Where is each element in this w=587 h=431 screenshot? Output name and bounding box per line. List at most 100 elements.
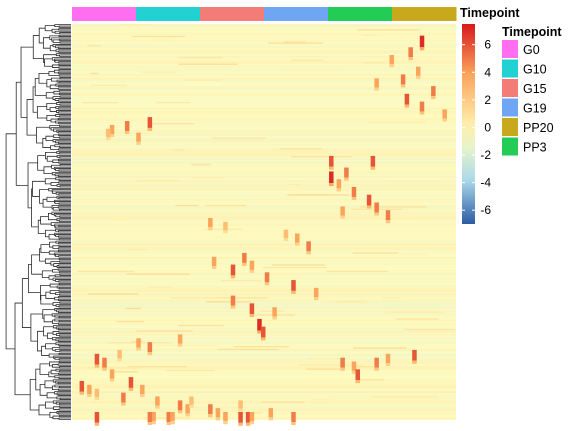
timepoint-legend-swatch-pp20 [502,118,518,136]
heatmap-row [72,311,456,314]
heatmap-row [72,218,456,220]
heatmap-row [72,322,456,324]
dendrogram-branch [58,193,71,196]
heatmap-row [72,301,456,303]
heatmap-row [72,167,456,170]
dendrogram-branch [52,39,60,43]
dendrogram-branch [58,343,71,346]
dendrogram-branch [58,133,71,136]
dendrogram-branch [58,84,71,88]
dendrogram-branch [56,183,71,187]
heatmap-hotspot-cell [177,334,183,344]
dendrogram-branch [42,138,51,148]
dendrogram-branch [55,49,71,53]
heatmap-row [72,232,456,235]
heatmap-row [72,402,456,405]
dendrogram-branch [53,406,60,410]
heatmap-row [72,109,456,112]
dendrogram-branch [39,363,50,375]
heatmap-cell-band [175,204,199,207]
heatmap-row [72,149,456,152]
heatmap-row [72,42,456,45]
heatmap-row [72,389,456,392]
heatmap-hotspot-cell [404,93,410,105]
timepoint-legend-swatch-g10 [502,59,518,78]
heatmap-row [72,343,456,346]
heatmap-row [72,405,456,408]
dendrogram-branch [14,302,31,396]
dendrogram-branch [59,350,71,353]
dendrogram-branch [41,270,53,278]
heatmap-hotspot-cell [147,352,153,356]
heatmap-row [72,66,456,68]
heatmap-row [72,417,456,419]
dendrogram-branch [40,294,54,305]
heatmap-row [72,298,456,301]
heatmap-row [72,290,456,293]
heatmap-row [72,241,456,244]
dendrogram-branch [58,315,71,319]
dendrogram-branch [59,273,71,276]
dendrogram-branch [55,279,71,282]
heatmap-row [72,71,456,74]
dendrogram-branch [58,346,71,349]
heatmap-row [72,260,456,262]
dendrogram-branch [36,106,47,119]
timepoint-legend-items: G0 G10 G15 G19 PP20 PP3 [502,40,554,156]
heatmap-hotspot-cell [336,188,342,192]
heatmap-row [72,189,456,191]
heatmap-cell-band [127,249,149,252]
heatmap-row [72,91,456,93]
dendrogram-branch [58,38,71,41]
heatmap-hotspot-cell [223,412,228,422]
heatmap-row [72,79,456,82]
heatmap-row [72,78,456,80]
heatmap-body [72,24,456,426]
dendrogram-branch [52,385,59,391]
value-legend-tick-label: 0 [484,120,491,134]
heatmap-row [72,140,456,142]
heatmap-row [72,130,456,133]
dendrogram-branch [58,257,71,261]
dendrogram-branch [54,308,71,312]
heatmap-row [72,387,456,389]
dendrogram-branch [57,388,71,391]
heatmap-hotspot-cell [366,194,372,206]
dendrogram-branch [43,314,53,323]
heatmap-hotspot-cell [189,404,194,408]
heatmap-row [72,376,456,379]
heatmap-row [72,284,456,286]
heatmap-row [72,187,456,190]
heatmap-row [72,97,456,100]
heatmap-hotspot-cell [230,305,236,309]
dendrogram-branch [53,90,60,95]
heatmap-cell-band [178,63,238,65]
heatmap-row [72,107,456,109]
heatmap-row [72,381,456,384]
dendrogram-branch [59,124,71,127]
heatmap-hotspot-cell [419,35,425,48]
heatmap-row [72,393,456,396]
dendrogram-branch [51,28,59,33]
heatmap-hotspot-cell [385,220,391,224]
heatmap-hotspot-cell [238,408,243,412]
heatmap-row [72,369,456,372]
heatmap-cell-band [385,311,446,314]
heatmap-row [72,235,456,237]
heatmap-row [72,262,456,265]
heatmap-hotspot-cell [272,316,277,320]
heatmap-hotspot-cell [374,87,379,91]
dendrogram-branch [58,376,71,379]
row-dendrogram [5,24,71,420]
heatmap-cell-band [206,301,251,303]
dendrogram-branch [58,264,71,267]
dendrogram-branch [48,233,60,240]
heatmap-row [72,83,456,86]
dendrogram-branch [54,296,59,301]
heatmap-hotspot-cell [211,256,217,266]
heatmap-row [72,111,456,113]
heatmap-row [72,368,456,371]
heatmap-row [72,377,456,380]
timepoint-legend-swatch-g0 [502,40,518,58]
heatmap-row [72,117,456,120]
